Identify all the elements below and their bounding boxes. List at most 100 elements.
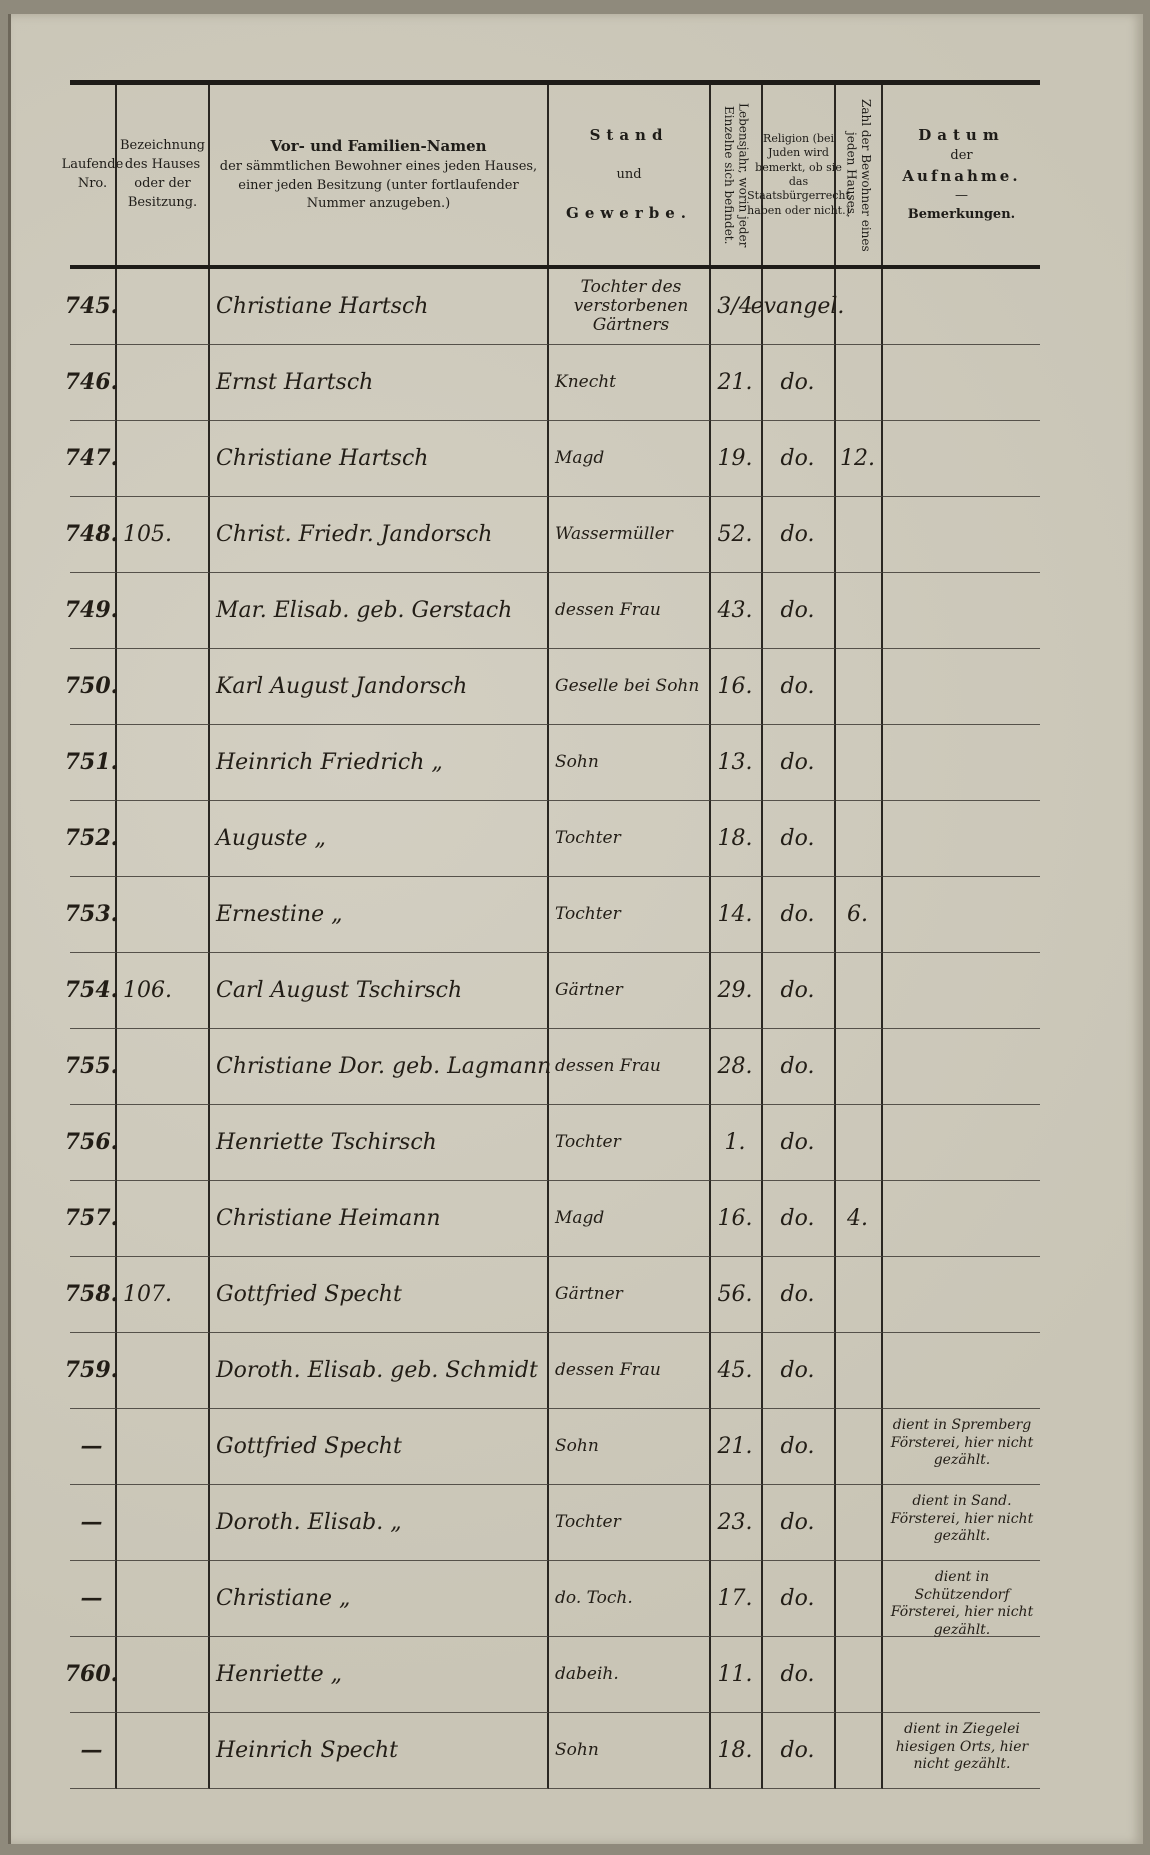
age: 16. <box>717 1205 753 1231</box>
occupation-cell: dabeih. <box>549 1637 711 1713</box>
row-number: 751. <box>64 748 119 775</box>
age-cell: 18. <box>711 1713 763 1789</box>
table-row: 746. Ernst Hartsch Knecht 21. do. <box>65 345 1040 421</box>
header-stand-2: und <box>616 166 642 182</box>
age: 3/4 <box>717 293 753 319</box>
household-count-cell <box>836 1333 883 1409</box>
table-row: 757. Christiane Heimann Magd 16. do. 4. <box>65 1181 1040 1257</box>
house-number-cell <box>117 1637 210 1713</box>
household-count-cell <box>836 1105 883 1181</box>
table-header: Laufende Nro. Bezeichnung des Hauses ode… <box>62 85 1040 269</box>
header-age: Lebensjahr, worin jeder Einzelne sich be… <box>711 85 763 265</box>
religion: do. <box>780 1281 815 1307</box>
occupation-cell: do. Toch. <box>549 1561 711 1637</box>
religion-cell: do. <box>763 1333 836 1409</box>
religion: do. <box>780 1737 815 1763</box>
age: 52. <box>717 521 753 547</box>
religion-cell: do. <box>763 1637 836 1713</box>
age-cell: 16. <box>711 649 763 725</box>
remark-cell <box>883 801 1040 877</box>
table-row: 756. Henriette Tschirsch Tochter 1. do. <box>65 1105 1040 1181</box>
remark-cell: dient in Sand. Försterei, hier nicht gez… <box>883 1485 1040 1561</box>
occupation: Sohn <box>555 1740 599 1761</box>
resident-name-cell: Doroth. Elisab. „ <box>210 1485 549 1561</box>
occupation: Tochter <box>555 1132 621 1153</box>
header-date-1: Datum <box>918 125 1005 144</box>
row-number: 758. <box>64 1280 119 1307</box>
age: 45. <box>717 1357 753 1383</box>
age: 19. <box>717 445 753 471</box>
house-number: 106. <box>123 977 172 1003</box>
row-number-cell: 748. <box>65 497 118 573</box>
household-count-cell <box>836 801 883 877</box>
remark-cell <box>883 1333 1040 1409</box>
religion-cell: do. <box>763 1409 836 1485</box>
resident-name: Mar. Elisab. geb. Gerstach <box>216 597 513 623</box>
header-stand-3: Gewerbe. <box>566 204 692 223</box>
resident-name-cell: Mar. Elisab. geb. Gerstach <box>210 573 549 649</box>
religion: do. <box>780 977 815 1003</box>
house-number-cell <box>117 345 210 421</box>
age: 21. <box>717 369 753 395</box>
table-row: 748. 105. Christ. Friedr. Jandorsch Wasserm… <box>65 497 1040 573</box>
remark-cell <box>883 573 1040 649</box>
household-count-cell <box>836 1029 883 1105</box>
religion-cell: do. <box>763 1029 836 1105</box>
remark-cell <box>883 421 1040 497</box>
house-number-cell <box>117 1029 210 1105</box>
religion-cell: do. <box>763 573 836 649</box>
row-number-cell: 752. <box>65 801 118 877</box>
house-number-cell <box>117 649 210 725</box>
age-cell: 21. <box>711 345 763 421</box>
remark-cell <box>883 269 1040 345</box>
resident-name: Christiane Hartsch <box>216 445 429 471</box>
row-number-cell: 751. <box>65 725 118 801</box>
occupation: Tochter <box>555 1512 621 1533</box>
row-number: 757. <box>64 1204 119 1231</box>
religion: do. <box>780 749 815 775</box>
religion-cell: do. <box>763 1257 836 1333</box>
row-number: 760. <box>64 1660 119 1687</box>
remark-cell <box>883 1257 1040 1333</box>
occupation: Tochter <box>555 828 621 849</box>
religion: evangel. <box>750 293 845 319</box>
religion-cell: do. <box>763 421 836 497</box>
house-number-cell <box>117 573 210 649</box>
age: 28. <box>717 1053 753 1079</box>
resident-name-cell: Christiane Hartsch <box>210 269 549 345</box>
religion: do. <box>780 901 815 927</box>
household-count-cell: 6. <box>836 877 883 953</box>
row-number: 748. <box>64 520 119 547</box>
remark-cell <box>883 345 1040 421</box>
household-count: 4. <box>847 1205 868 1231</box>
age-cell: 52. <box>711 497 763 573</box>
resident-name-cell: Christiane Heimann <box>210 1181 549 1257</box>
house-number-cell <box>117 877 210 953</box>
resident-name-cell: Henriette Tschirsch <box>210 1105 549 1181</box>
religion: do. <box>780 521 815 547</box>
age-cell: 56. <box>711 1257 763 1333</box>
age-cell: 43. <box>711 573 763 649</box>
religion-cell: do. <box>763 345 836 421</box>
religion-cell: do. <box>763 801 836 877</box>
house-number-cell <box>117 1409 210 1485</box>
occupation: Tochter <box>555 904 621 925</box>
occupation-cell: dessen Frau <box>549 1333 711 1409</box>
resident-name-cell: Christiane Hartsch <box>210 421 549 497</box>
age-cell: 45. <box>711 1333 763 1409</box>
occupation: do. Toch. <box>555 1588 633 1609</box>
table-row: 760. Henriette „ dabeih. 11. do. <box>65 1637 1040 1713</box>
table-row: 751. Heinrich Friedrich „ Sohn 13. do. <box>65 725 1040 801</box>
house-number-cell <box>117 1561 210 1637</box>
age-cell: 19. <box>711 421 763 497</box>
occupation-cell: dessen Frau <box>549 1029 711 1105</box>
age-cell: 16. <box>711 1181 763 1257</box>
resident-name: Ernst Hartsch <box>216 369 374 395</box>
occupation-cell: Sohn <box>549 1713 711 1789</box>
table-row: 752. Auguste „ Tochter 18. do. <box>65 801 1040 877</box>
house-number: 107. <box>123 1281 172 1307</box>
header-name: Vor- und Familien-Namen der sämmtlichen … <box>210 85 549 265</box>
age: 1. <box>724 1129 746 1155</box>
religion-cell: do. <box>763 1561 836 1637</box>
age: 29. <box>717 977 753 1003</box>
